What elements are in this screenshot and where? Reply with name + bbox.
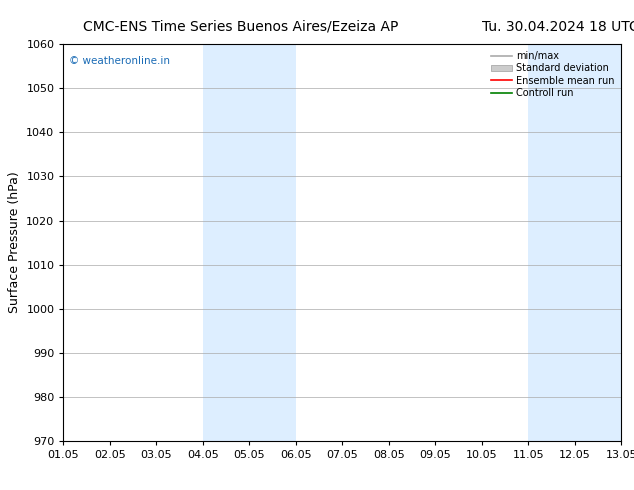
Bar <box>203 44 249 441</box>
Bar <box>249 44 296 441</box>
Bar <box>528 44 575 441</box>
Text: CMC-ENS Time Series Buenos Aires/Ezeiza AP: CMC-ENS Time Series Buenos Aires/Ezeiza … <box>83 20 399 34</box>
Text: Tu. 30.04.2024 18 UTC: Tu. 30.04.2024 18 UTC <box>482 20 634 34</box>
Y-axis label: Surface Pressure (hPa): Surface Pressure (hPa) <box>8 172 21 314</box>
Bar <box>575 44 621 441</box>
Text: © weatheronline.in: © weatheronline.in <box>69 56 170 66</box>
Legend: min/max, Standard deviation, Ensemble mean run, Controll run: min/max, Standard deviation, Ensemble me… <box>489 49 616 100</box>
